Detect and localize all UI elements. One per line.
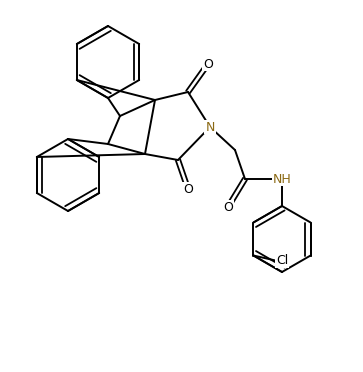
Text: O: O [183,183,193,196]
Text: O: O [223,201,233,214]
Text: N: N [205,121,215,134]
Text: Cl: Cl [276,254,289,267]
Text: NH: NH [273,173,291,186]
Text: O: O [203,58,213,71]
